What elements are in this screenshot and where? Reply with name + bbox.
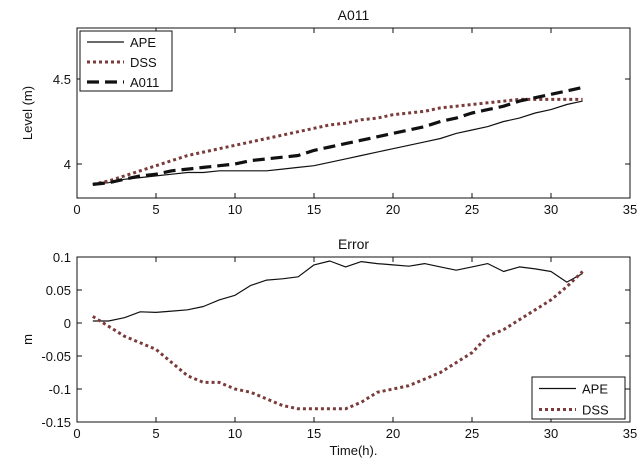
x-tick-label: 30 — [544, 202, 558, 217]
legend-label-dss: DSS — [130, 55, 157, 70]
legend-label-dss: DSS — [582, 403, 609, 418]
y-tick-label: 0.1 — [53, 250, 71, 265]
x-tick-label: 0 — [73, 426, 80, 441]
y-tick-label: -0.05 — [41, 349, 71, 364]
y-tick-label: 0 — [64, 316, 71, 331]
x-tick-label: 5 — [152, 202, 159, 217]
x-tick-label: 15 — [307, 426, 321, 441]
x-tick-label: 25 — [465, 202, 479, 217]
legend-label-ape: APE — [582, 382, 608, 397]
x-tick-label: 5 — [152, 426, 159, 441]
chart-panel-level: A011 0 5 10 15 20 25 30 35 4 4.5 Level (m) APE DSS A01… — [20, 7, 637, 217]
x-tick-label: 30 — [544, 426, 558, 441]
chart-panel-error: Error 0 5 10 15 20 25 30 35 -0.15 -0.1 -0.05 0 0.05 0.… — [20, 236, 637, 458]
y-tick-label: -0.15 — [41, 415, 71, 430]
legend-box — [531, 376, 626, 420]
chart-title: Error — [338, 236, 369, 252]
x-tick-label: 0 — [73, 202, 80, 217]
x-axis-label: Time(h). — [330, 443, 378, 458]
legend-label-a011: A011 — [130, 75, 159, 90]
x-tick-label: 10 — [228, 202, 242, 217]
x-tick-label: 20 — [386, 202, 400, 217]
series-line-dss — [92, 97, 583, 186]
chart-title: A011 — [338, 7, 370, 23]
y-axis-label: m — [20, 334, 35, 345]
x-tick-label: 35 — [623, 202, 637, 217]
y-tick-label: -0.1 — [49, 382, 71, 397]
series-line-ape — [92, 260, 583, 322]
series-line-a011 — [92, 85, 583, 186]
x-tick-label: 20 — [386, 426, 400, 441]
x-tick-label: 25 — [465, 426, 479, 441]
legend-label-ape: APE — [130, 35, 156, 50]
x-tick-label: 35 — [623, 426, 637, 441]
y-tick-label: 4 — [64, 157, 71, 172]
x-tick-label: 15 — [307, 202, 321, 217]
x-tick-label: 10 — [228, 426, 242, 441]
y-axis-label: Level (m) — [20, 86, 35, 140]
y-tick-label: 0.05 — [46, 283, 71, 298]
series-line-ape — [92, 100, 583, 185]
y-tick-label: 4.5 — [53, 72, 71, 87]
